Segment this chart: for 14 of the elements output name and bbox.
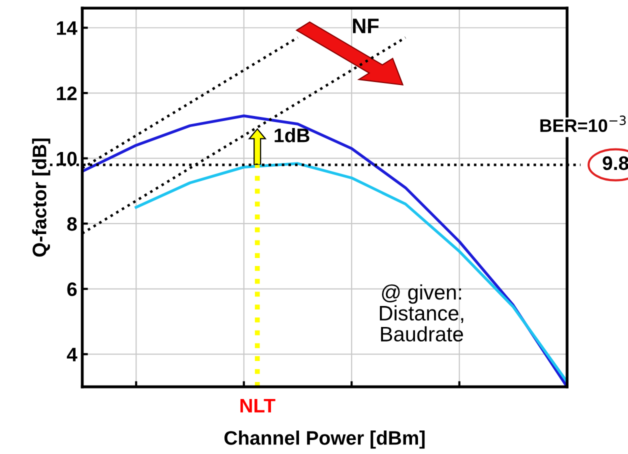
y-axis-title: Q-factor [dB]: [32, 138, 50, 257]
annotation: 1dB: [274, 128, 310, 142]
annotation: NF: [353, 18, 379, 34]
x-axis-title: Channel Power [dBm]: [224, 430, 425, 449]
y-tick-label: 14: [57, 21, 78, 35]
line-series: [134, 162, 568, 384]
annotation: @ given: Distance, Baudrate: [380, 284, 464, 342]
y-tick-label: 6: [67, 282, 77, 296]
y-tick-label: 12: [57, 86, 77, 100]
text: NLT: [240, 398, 276, 412]
annotation: BER=10$^{−3}$: [540, 116, 626, 132]
y-tick-label: 4: [66, 348, 78, 362]
y-tick-label: 8: [67, 217, 77, 231]
ref-line-label: 9.8: [602, 156, 628, 170]
